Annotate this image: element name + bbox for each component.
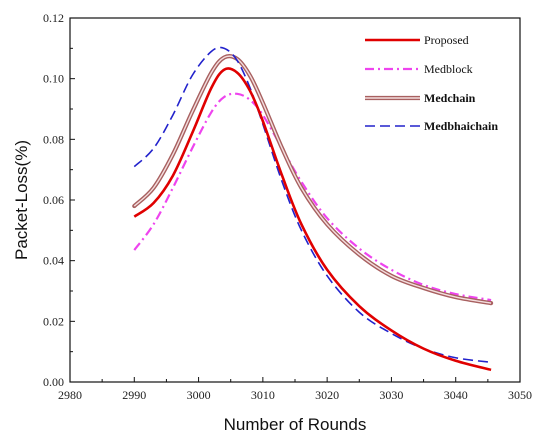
y-tick-label: 0.06 [43,193,64,207]
y-tick-label: 0.12 [43,11,64,25]
y-axis-label: Packet-Loss(%) [12,140,31,260]
series-line-proposed [133,67,492,372]
x-tick-label: 3030 [379,388,403,402]
x-tick-label: 3020 [315,388,339,402]
x-tick-label: 3040 [444,388,468,402]
legend-label-proposed: Proposed [424,33,469,47]
legend: Proposed Medblock Medchain Medbhaichain [365,33,498,133]
y-tick-label: 0.02 [43,314,64,328]
y-axis-ticks: 0.00 0.02 0.04 0.06 0.08 0.10 0.12 [43,11,75,389]
y-tick-label: 0.08 [43,132,64,146]
y-tick-label: 0.00 [43,375,64,389]
x-axis-ticks: 2980 2990 3000 3010 3020 3030 3040 3050 [58,377,532,402]
series-line-medchain-inner [133,55,492,304]
series-line-medblock [133,92,492,302]
legend-label-medblock: Medblock [424,62,473,76]
legend-entry-medchain: Medchain [365,91,476,105]
x-tick-label: 3010 [251,388,275,402]
x-tick-label: 3000 [187,388,211,402]
x-tick-label: 2980 [58,388,82,402]
y-tick-label: 0.10 [43,72,64,86]
legend-entry-medblock: Medblock [365,62,473,76]
legend-entry-medbhaichain: Medbhaichain [365,119,498,133]
y-tick-label: 0.04 [43,254,64,268]
series-layer [132,46,494,372]
x-tick-label: 3050 [508,388,532,402]
legend-entry-proposed: Proposed [365,33,469,47]
x-tick-label: 2990 [122,388,146,402]
legend-label-medbhaichain: Medbhaichain [424,119,498,133]
legend-label-medchain: Medchain [424,91,476,105]
x-axis-label: Number of Rounds [224,415,367,434]
